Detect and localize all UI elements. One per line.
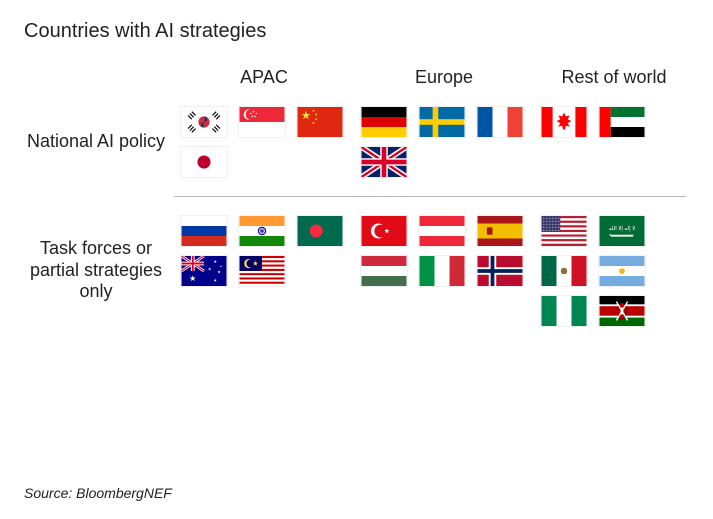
flag-australia (180, 255, 228, 287)
flag-spain (476, 215, 524, 247)
flag-russia (180, 215, 228, 247)
flag-uk (360, 146, 408, 178)
cell-national-apac (174, 102, 354, 182)
flag-sweden (418, 106, 466, 138)
flag-japan (180, 146, 228, 178)
flag-india (238, 215, 286, 247)
flag-singapore (238, 106, 286, 138)
flag-nigeria (540, 295, 588, 327)
col-header-row: Rest of world (534, 61, 694, 102)
flag-turkey (360, 215, 408, 247)
flag-grid: APAC Europe Rest of world National AI po… (24, 61, 689, 331)
flag-china (296, 106, 344, 138)
flag-argentina (598, 255, 646, 287)
cell-national-row (534, 102, 694, 182)
cell-partial-europe (354, 211, 534, 331)
flag-kenya (598, 295, 646, 327)
page-title: Countries with AI strategies (24, 20, 689, 43)
source-text: Source: BloombergNEF (24, 485, 172, 501)
row-divider (174, 196, 686, 197)
svg-text:لا إله إلا الله: لا إله إلا الله (609, 225, 636, 232)
flag-mexico (540, 255, 588, 287)
flag-usa (540, 215, 588, 247)
row-label-national: National AI policy (24, 102, 174, 182)
row-label-partial: Task forces or partial strategies only (24, 211, 174, 331)
flag-germany (360, 106, 408, 138)
flag-uae (598, 106, 646, 138)
cell-national-europe (354, 102, 534, 182)
flag-italy (418, 255, 466, 287)
cell-partial-row: لا إله إلا الله (534, 211, 694, 331)
flag-hungary (360, 255, 408, 287)
col-header-europe: Europe (354, 61, 534, 102)
flag-norway (476, 255, 524, 287)
flag-france (476, 106, 524, 138)
col-header-apac: APAC (174, 61, 354, 102)
cell-partial-apac (174, 211, 354, 331)
flag-canada (540, 106, 588, 138)
flag-saudi-arabia: لا إله إلا الله (598, 215, 646, 247)
flag-south-korea (180, 106, 228, 138)
flag-malaysia (238, 255, 286, 287)
flag-austria (418, 215, 466, 247)
flag-bangladesh (296, 215, 344, 247)
